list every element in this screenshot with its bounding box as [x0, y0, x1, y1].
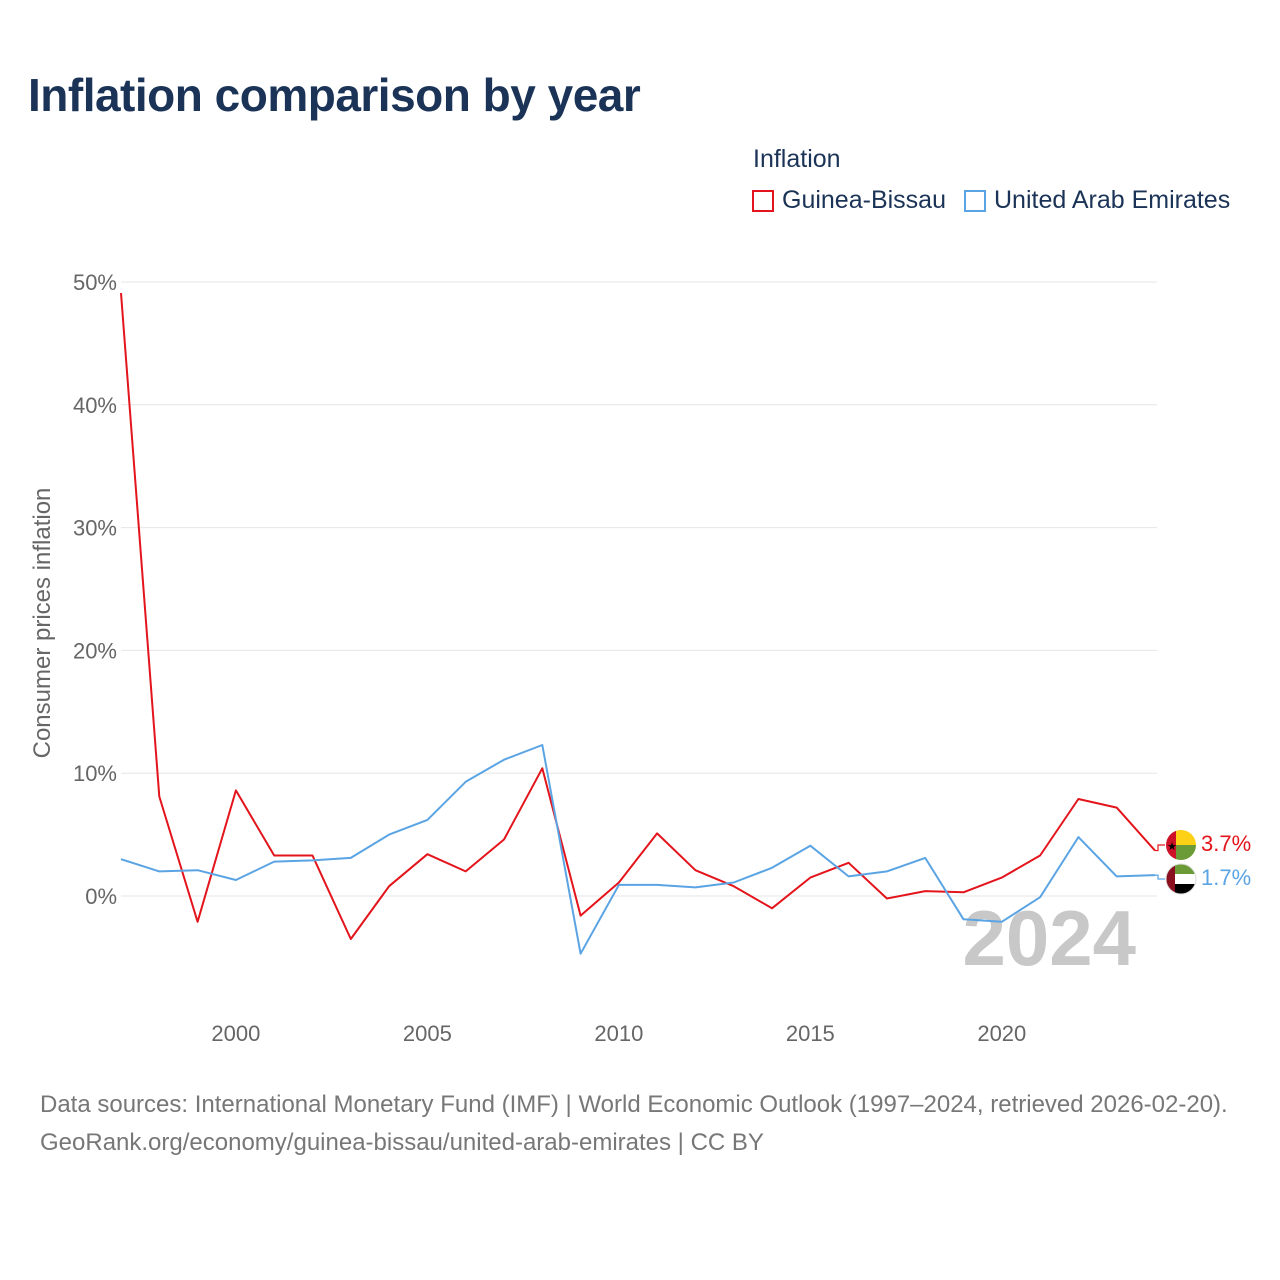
flag-guinea-bissau-icon: ★ [1166, 830, 1196, 860]
x-tick-label: 2015 [786, 1021, 835, 1046]
footer: Data sources: International Monetary Fun… [40, 1086, 1250, 1162]
end-label-guinea-bissau: 3.7% [1201, 831, 1251, 856]
series-line-united-arab-emirates[interactable] [120, 744, 1156, 955]
legend-item-guinea-bissau[interactable]: Guinea-Bissau [752, 186, 946, 215]
data-sources: Data sources: International Monetary Fun… [40, 1091, 1228, 1118]
x-tick-label: 2020 [977, 1021, 1026, 1046]
y-tick-label: 40% [73, 393, 117, 418]
x-tick-label: 2005 [403, 1021, 452, 1046]
end-labels: ★ 3.7% 1.7% [1155, 830, 1251, 895]
legend-item-united-arab-emirates[interactable]: United Arab Emirates [963, 186, 1231, 215]
legend: Guinea-Bissau United Arab Emirates [752, 186, 1230, 215]
end-label-united-arab-emirates: 1.7% [1201, 865, 1251, 890]
series-lines [120, 293, 1156, 955]
flag-united-arab-emirates-icon [1165, 863, 1197, 895]
year-watermark: 2024 [962, 894, 1136, 982]
y-tick-label: 0% [85, 884, 117, 909]
y-tick-label: 30% [73, 516, 117, 541]
legend-label-guinea-bissau: Guinea-Bissau [782, 186, 946, 214]
series-line-guinea-bissau[interactable] [120, 293, 1156, 940]
legend-label-united-arab-emirates: United Arab Emirates [993, 186, 1231, 214]
y-axis-ticks: 0% 10% 20% 30% 40% 50% [73, 270, 117, 909]
end-connector [1155, 874, 1165, 880]
line-chart: 0% 10% 20% 30% 40% 50% 2000 2005 2010 2015 2020 C… [29, 270, 1251, 1046]
y-tick-label: 50% [73, 270, 117, 295]
x-axis-ticks: 2000 2005 2010 2015 2020 [211, 1021, 1026, 1046]
y-axis-label: Consumer prices inflation [29, 488, 56, 759]
end-connector [1155, 844, 1165, 852]
y-tick-label: 10% [73, 761, 117, 786]
legend-title: Inflation [753, 145, 841, 173]
grid-lines [121, 281, 1157, 897]
y-tick-label: 20% [73, 638, 117, 663]
chart-title: Inflation comparison by year [28, 69, 641, 121]
legend-swatch-guinea-bissau [752, 189, 774, 212]
x-tick-label: 2000 [211, 1021, 260, 1046]
source-link[interactable]: GeoRank.org/economy/guinea-bissau/united… [40, 1129, 764, 1156]
svg-text:★: ★ [1167, 841, 1177, 853]
legend-swatch-united-arab-emirates [963, 189, 986, 212]
x-tick-label: 2010 [594, 1021, 643, 1046]
